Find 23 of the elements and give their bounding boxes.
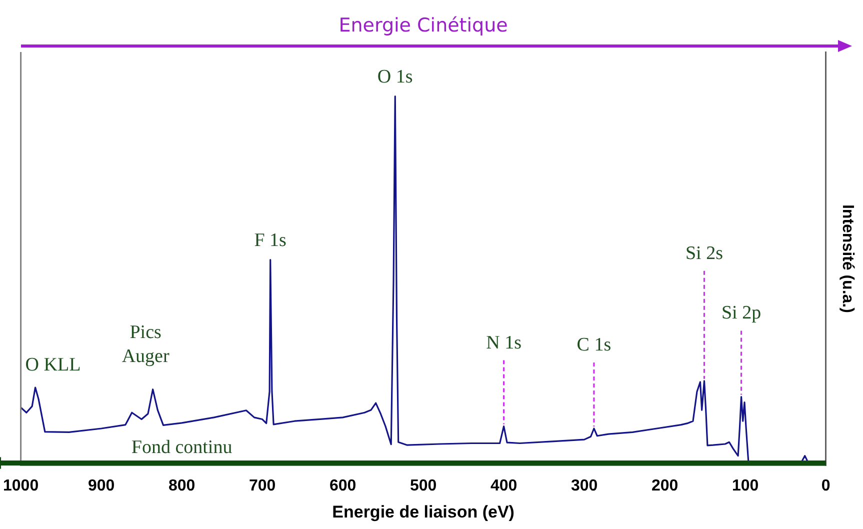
x-tick-label: 300	[570, 477, 598, 494]
x-tick-label: 900	[88, 477, 115, 494]
x-tick-label: 1000	[3, 477, 39, 494]
x-tick-label: 100	[732, 477, 759, 494]
x-tick-label: 400	[490, 477, 518, 494]
x-tick-label: 500	[410, 477, 437, 494]
x-tick-label: 200	[651, 477, 678, 494]
annotation: Si 2p	[721, 302, 762, 324]
annotation: Fond continu	[131, 437, 233, 458]
x-axis-title: Energie de liaison (eV)	[332, 502, 514, 522]
annotation: C 1s	[576, 334, 612, 356]
x-tick-label: 700	[248, 477, 276, 494]
annotation: N 1s	[486, 332, 522, 354]
annotation: Si 2s	[685, 242, 723, 264]
annotation: Pics Auger	[122, 322, 170, 368]
y-axis-title: Intensité (u.a.)	[838, 204, 856, 313]
x-tick-label: 0	[821, 477, 830, 494]
text: Energie Cinétique	[338, 14, 508, 36]
annotation: F 1s	[254, 230, 286, 251]
x-tick-label: 800	[168, 477, 196, 494]
x-tick-label: 600	[329, 477, 356, 494]
annotation: O KLL	[25, 354, 81, 376]
annotation: O 1s	[377, 66, 413, 88]
